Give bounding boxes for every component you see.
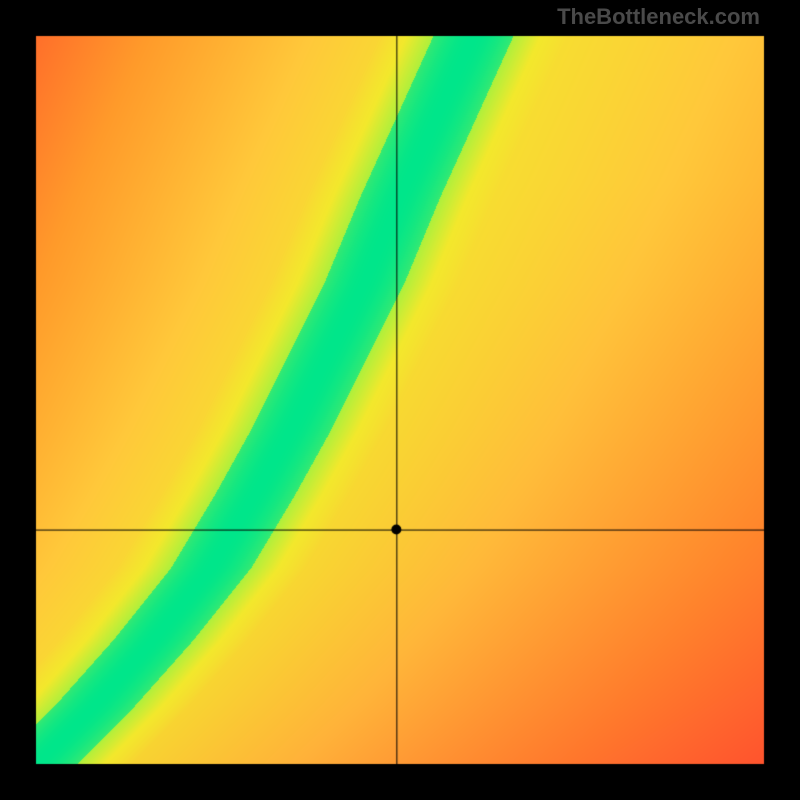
chart-container: TheBottleneck.com [0, 0, 800, 800]
watermark-text: TheBottleneck.com [557, 4, 760, 30]
heatmap-canvas [0, 0, 800, 800]
